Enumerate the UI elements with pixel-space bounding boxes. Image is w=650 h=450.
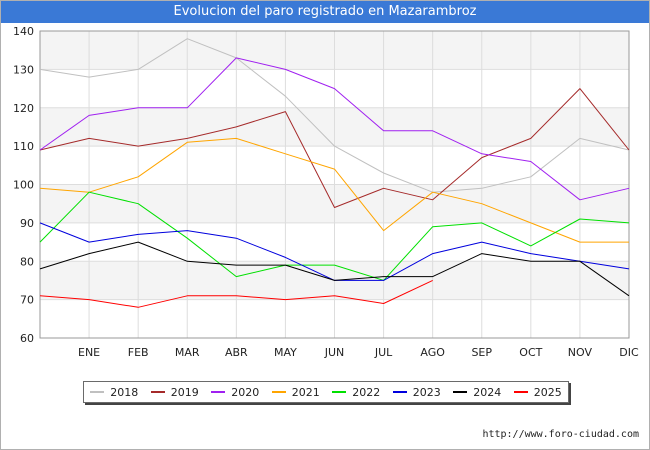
- y-tick-label: 140: [13, 25, 34, 38]
- x-tick-label: AGO: [420, 346, 445, 359]
- series-line-2021: [39, 137, 629, 243]
- x-tick-label: SEP: [471, 346, 492, 359]
- x-tick-label: ENE: [78, 346, 100, 359]
- legend-swatch: [392, 391, 407, 393]
- legend-item-2020: 2020: [211, 386, 259, 399]
- legend-item-2021: 2021: [271, 385, 320, 399]
- series-line-2022: [39, 191, 630, 281]
- legend-item-2022: 2022: [332, 386, 380, 399]
- plot-border: [39, 30, 630, 339]
- x-tick-label: JUN: [324, 346, 345, 359]
- series-line-2019: [39, 88, 630, 208]
- legend-item-2019: 2019: [150, 385, 199, 399]
- x-tick-label: ABR: [225, 346, 248, 359]
- legend-swatch: [271, 391, 286, 393]
- y-tick-label: 120: [13, 102, 34, 115]
- series-line-2018: [39, 38, 630, 193]
- legend-swatch: [332, 391, 347, 393]
- y-tick-label: 60: [20, 332, 34, 345]
- series-line-2025: [39, 279, 433, 308]
- series-line-2024: [39, 241, 630, 297]
- legend-label: 2025: [533, 385, 562, 399]
- legend-label: 2020: [231, 385, 260, 399]
- series-line-2020: [39, 57, 630, 201]
- legend-swatch: [90, 391, 105, 393]
- legend-swatch: [211, 391, 226, 393]
- legend-label: 2022: [352, 385, 381, 399]
- y-tick-label: 80: [20, 255, 34, 268]
- y-tick-label: 90: [20, 217, 34, 230]
- legend-item-2024: 2024: [453, 386, 501, 399]
- legend-label: 2018: [110, 385, 139, 399]
- y-tick-label: 110: [13, 140, 34, 153]
- legend-item-2023: 2023: [392, 385, 441, 399]
- y-tick-label: 70: [20, 294, 34, 307]
- legend-label: 2024: [473, 385, 502, 399]
- y-tick-label: 100: [13, 179, 34, 192]
- chart-legend: 2018 2019 2020 2021 2022 2023 2024 2025: [83, 381, 569, 403]
- x-tick-label: MAR: [175, 346, 200, 359]
- legend-label: 2019: [170, 385, 199, 399]
- legend-swatch: [453, 391, 468, 393]
- source-url: http://www.foro-ciudad.com: [482, 429, 639, 440]
- legend-swatch: [513, 391, 528, 393]
- x-tick-label: DIC: [619, 346, 639, 359]
- x-tick-label: MAY: [274, 346, 297, 359]
- legend-label: 2021: [291, 385, 320, 399]
- legend-item-2018: 2018: [90, 386, 138, 399]
- y-tick-label: 130: [13, 63, 34, 76]
- x-tick-label: NOV: [568, 346, 593, 359]
- x-tick-label: FEB: [128, 346, 149, 359]
- x-tick-label: JUL: [374, 346, 393, 359]
- x-tick-label: OCT: [519, 346, 542, 359]
- legend-swatch: [150, 391, 165, 393]
- chart-title: Evolucion del paro registrado en Mazaram…: [1, 1, 649, 23]
- legend-item-2025: 2025: [513, 385, 562, 399]
- legend-label: 2023: [412, 385, 441, 399]
